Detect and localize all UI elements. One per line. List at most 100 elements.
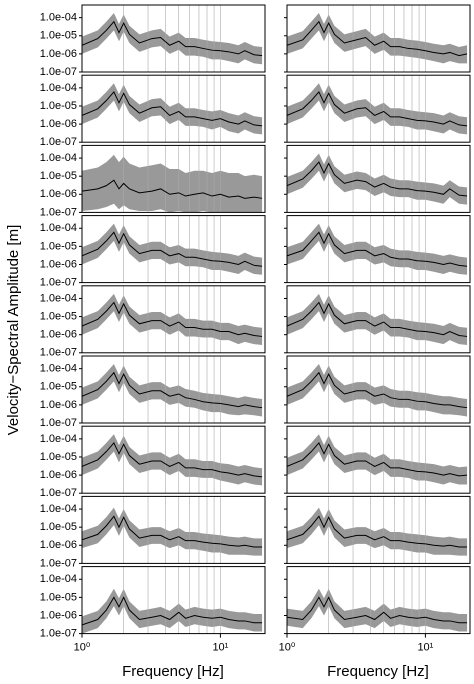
- spectrum-line: [287, 441, 468, 477]
- panel: [82, 285, 263, 353]
- band: [82, 223, 263, 275]
- x-tick-label: 10⁰: [279, 642, 296, 654]
- panel-frame: [286, 285, 471, 354]
- x-tick-label: 10¹: [417, 642, 433, 654]
- y-tick-label: 1.0e-07: [40, 206, 77, 218]
- panel: [82, 566, 263, 634]
- panel: [287, 496, 468, 564]
- panel-frame: [81, 215, 266, 284]
- panel-frame: [81, 425, 266, 494]
- band: [82, 293, 263, 345]
- panel-frame: [286, 566, 471, 635]
- panel: [287, 215, 468, 283]
- spectrum-line: [82, 231, 263, 267]
- spectrum-line: [287, 515, 468, 548]
- y-tick-label: 1.0e-06: [40, 118, 77, 130]
- y-tick-label: 1.0e-04: [40, 573, 77, 585]
- y-tick-label: 1.0e-05: [40, 100, 77, 112]
- band: [287, 223, 468, 275]
- panel: [287, 426, 468, 494]
- y-tick-label: 1.0e-04: [40, 433, 77, 445]
- y-tick-label: 1.0e-05: [40, 170, 77, 182]
- y-tick-label: 1.0e-04: [40, 363, 77, 375]
- y-tick-label: 1.0e-04: [40, 12, 77, 24]
- spectrum-line: [287, 371, 468, 409]
- band: [82, 507, 263, 556]
- y-tick-label: 1.0e-05: [40, 521, 77, 533]
- x-tick-label: 10⁰: [74, 642, 91, 654]
- y-tick-label: 1.0e-06: [40, 469, 77, 481]
- panel-frame: [286, 4, 471, 73]
- band: [287, 507, 468, 556]
- panel: [82, 215, 263, 283]
- y-tick-label: 1.0e-04: [40, 152, 77, 164]
- panel-frame: [286, 355, 471, 424]
- y-tick-label: 1.0e-07: [40, 557, 77, 569]
- y-tick-label: 1.0e-06: [40, 609, 77, 621]
- y-tick-label: 1.0e-06: [40, 48, 77, 60]
- panel: [82, 496, 263, 564]
- x-tick-label: 10¹: [212, 642, 228, 654]
- spectrum-line: [287, 90, 468, 127]
- y-tick-label: 1.0e-07: [40, 628, 77, 640]
- x-axis-label: Frequency [Hz]: [122, 663, 224, 680]
- y-tick-label: 1.0e-05: [40, 381, 77, 393]
- panel-frame: [286, 425, 471, 494]
- y-tick-label: 1.0e-04: [40, 503, 77, 515]
- y-tick-label: 1.0e-05: [40, 451, 77, 463]
- panel-frame: [286, 74, 471, 143]
- panel-frame: [286, 144, 471, 213]
- spectrum-line: [82, 515, 263, 548]
- y-tick-label: 1.0e-07: [40, 417, 77, 429]
- panel-frame: [81, 4, 266, 73]
- band: [287, 434, 468, 485]
- panel: [82, 75, 263, 143]
- y-tick-label: 1.0e-06: [40, 399, 77, 411]
- panel: [82, 426, 263, 494]
- panel-frame: [81, 495, 266, 564]
- spectrum-line: [287, 301, 468, 337]
- spectrum-line: [82, 371, 263, 409]
- band: [82, 83, 263, 135]
- band: [287, 364, 468, 417]
- y-axis-label: Velocity−Spectral Amplitude [m]: [5, 225, 22, 436]
- band: [287, 13, 468, 64]
- band: [287, 83, 468, 135]
- band: [82, 364, 263, 417]
- band: [82, 434, 263, 486]
- panel: [287, 75, 468, 143]
- spectrum-line: [82, 20, 263, 57]
- panel: [82, 145, 263, 213]
- panel-frame: [81, 144, 266, 213]
- spectrum-line: [287, 231, 468, 267]
- spectrum-line: [82, 441, 263, 478]
- band: [287, 293, 468, 345]
- panel: [82, 356, 263, 423]
- y-tick-label: 1.0e-06: [40, 539, 77, 551]
- y-tick-label: 1.0e-07: [40, 66, 77, 78]
- panel-frame: [81, 74, 266, 143]
- panel-frame: [81, 355, 266, 424]
- x-axis-label: Frequency [Hz]: [327, 663, 429, 680]
- spectrum-line: [82, 596, 263, 626]
- band: [82, 154, 263, 213]
- band: [82, 13, 263, 65]
- y-tick-label: 1.0e-07: [40, 136, 77, 148]
- spectrum-line: [82, 90, 263, 127]
- band: [82, 588, 263, 634]
- y-tick-label: 1.0e-06: [40, 329, 77, 341]
- y-tick-label: 1.0e-04: [40, 82, 77, 94]
- spectrum-line: [82, 301, 263, 337]
- panel: [287, 356, 468, 423]
- panel-frame: [81, 566, 266, 635]
- band: [287, 588, 468, 632]
- y-tick-label: 1.0e-07: [40, 347, 77, 359]
- panel-frame: [286, 215, 471, 284]
- y-tick-label: 1.0e-04: [40, 222, 77, 234]
- y-tick-label: 1.0e-05: [40, 591, 77, 603]
- spectrum-line: [287, 596, 468, 624]
- spectrum-line: [287, 161, 468, 197]
- panel: [287, 285, 468, 353]
- band: [287, 153, 468, 205]
